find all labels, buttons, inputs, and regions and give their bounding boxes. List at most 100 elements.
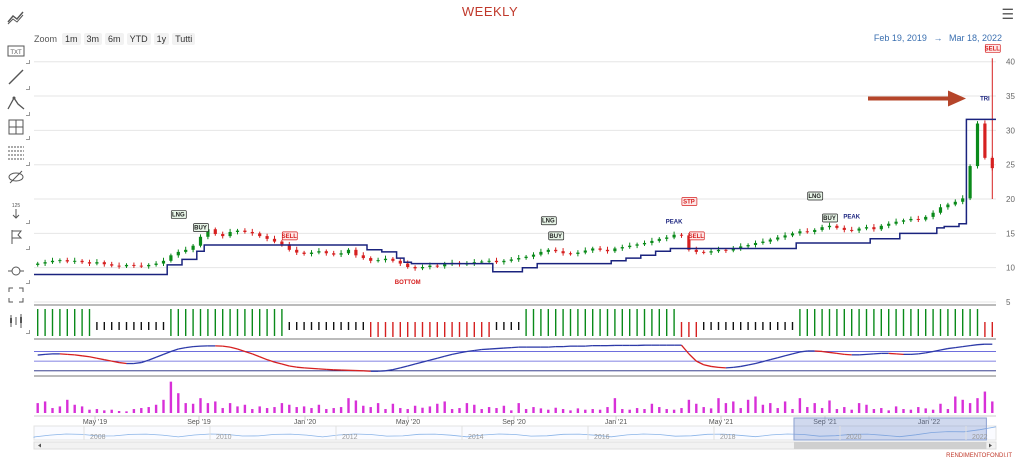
zoom-button-1y[interactable]: 1y: [153, 33, 170, 45]
crosshair-icon[interactable]: [5, 116, 30, 140]
volume-bar: [672, 409, 676, 413]
oscillator-segment: [163, 350, 172, 355]
volume-bar: [162, 399, 165, 413]
candle-body: [761, 241, 765, 243]
oscillator-segment: [688, 353, 697, 362]
elliott-wave-icon[interactable]: [5, 92, 30, 116]
oscillator-segment: [777, 355, 786, 359]
volume-bar: [917, 407, 920, 413]
zoom-button-6m[interactable]: 6m: [105, 33, 124, 45]
oscillator-segment: [274, 361, 283, 365]
volume-bar: [214, 401, 217, 413]
volume-bar: [820, 408, 824, 413]
oscillator-segment: [96, 357, 105, 361]
candle-body: [95, 262, 99, 264]
navigator-label: 2014: [468, 434, 484, 441]
volume-bar: [339, 407, 343, 413]
volume-bar: [354, 400, 358, 413]
candle-body: [117, 265, 121, 267]
volume-bar: [569, 410, 572, 413]
text-tool-label: TXT: [10, 50, 22, 56]
volume-bar: [628, 409, 631, 413]
y-tick-label: 25: [1006, 161, 1015, 170]
volume-bar: [902, 409, 905, 413]
volume-bar: [43, 401, 47, 413]
oscillator-segment: [119, 361, 127, 365]
volume-bar: [783, 401, 787, 413]
scrollbar-thumb[interactable]: [793, 442, 987, 449]
oscillator-segment: [185, 345, 194, 349]
range-from[interactable]: Feb 19, 2019: [873, 33, 927, 43]
candle-body: [731, 248, 735, 251]
candle-body: [539, 251, 543, 255]
fibonacci-icon[interactable]: [5, 142, 30, 166]
volume-bar: [317, 404, 321, 413]
oscillator-segment: [385, 368, 394, 372]
candle-body: [332, 253, 336, 255]
volume-bar: [717, 398, 720, 413]
zoom-button-1m[interactable]: 1m: [62, 33, 81, 45]
volume-bar: [228, 403, 232, 413]
line-icon[interactable]: [5, 66, 30, 90]
candle-body: [213, 229, 217, 235]
volume-bar: [184, 403, 187, 413]
oscillator-segment: [762, 359, 771, 363]
scrollbar-track[interactable]: [33, 441, 997, 450]
zoom-button-3m[interactable]: 3m: [83, 33, 103, 45]
oscillator-segment: [237, 348, 246, 353]
volume-bar: [495, 408, 498, 413]
vertical-measure-icon[interactable]: 125: [5, 200, 30, 224]
volume-bar: [687, 399, 691, 413]
oscillator-segment: [451, 352, 460, 355]
hamburger-icon[interactable]: ☰: [1001, 6, 1014, 22]
volume-bar: [561, 409, 565, 413]
oscillator-segment: [407, 363, 416, 367]
flag-icon[interactable]: [5, 226, 30, 250]
candle-body: [946, 204, 950, 208]
hide-annotations-icon[interactable]: [5, 166, 27, 188]
zoom-button-ytd[interactable]: YTD: [126, 33, 151, 45]
volume-bar: [532, 407, 535, 413]
candle-body: [798, 231, 802, 234]
series-type-icon[interactable]: [5, 310, 30, 334]
scroll-left-icon[interactable]: [38, 443, 41, 448]
signal-label: SELL: [985, 46, 1001, 52]
zoom-change-icon[interactable]: [5, 260, 30, 284]
fullscreen-icon[interactable]: [5, 284, 27, 306]
candle-body: [961, 198, 965, 202]
candle-body: [265, 236, 269, 239]
candle-body: [420, 266, 425, 269]
oscillator-segment: [711, 365, 719, 369]
volume-bar: [236, 406, 239, 413]
y-tick-label: 5: [1006, 298, 1011, 307]
candle-body: [924, 216, 928, 220]
signal-label: PEAK: [666, 219, 683, 225]
candle-body: [391, 258, 395, 261]
candle-body: [887, 223, 891, 226]
candle-body: [546, 249, 550, 252]
signal-label: STP: [683, 200, 695, 206]
oscillator-segment: [178, 346, 186, 350]
candle-body: [176, 251, 180, 256]
volume-bar: [798, 398, 802, 413]
candle-body: [369, 258, 373, 261]
signal-label: BUY: [823, 216, 836, 222]
x-tick-label: Sep '20: [502, 419, 526, 426]
navigator-label: 2016: [594, 434, 610, 441]
date-range-display[interactable]: Feb 19, 2019 → Mar 18, 2022: [874, 33, 1002, 43]
signal-flag-box: [548, 231, 565, 241]
volume-bar: [206, 403, 210, 413]
text-annotation-icon[interactable]: TXT: [5, 40, 30, 64]
volume-bar: [665, 409, 668, 413]
range-to[interactable]: Mar 18, 2022: [948, 33, 1002, 43]
candle-body: [879, 225, 883, 230]
oscillator-segment: [229, 346, 238, 350]
zoom-button-all[interactable]: Tutti: [172, 33, 196, 45]
x-tick-label: Jan '20: [294, 419, 316, 426]
indicators-icon[interactable]: [5, 6, 27, 28]
volume-bar: [739, 408, 742, 413]
candle-body: [628, 245, 632, 248]
scroll-right-icon[interactable]: [989, 443, 992, 448]
volume-bar: [813, 403, 816, 413]
